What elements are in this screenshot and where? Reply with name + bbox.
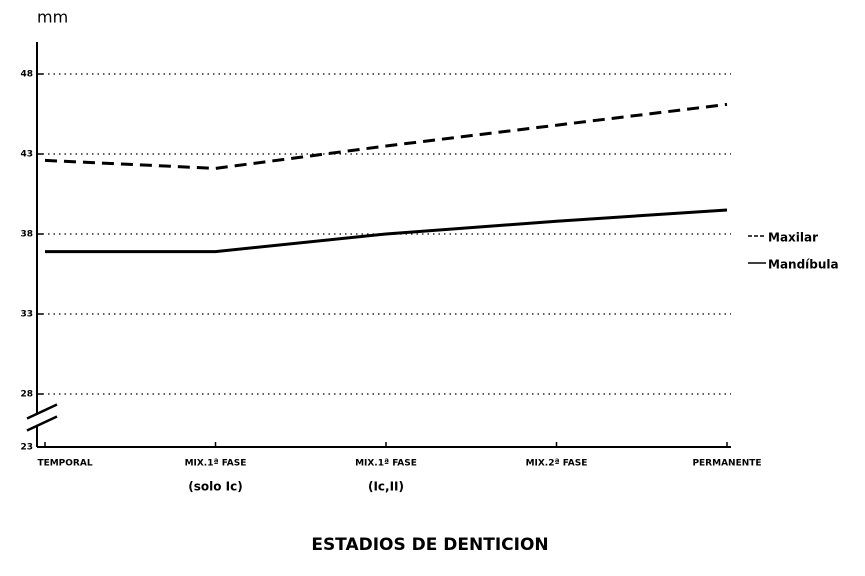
- axis-break-gap: [33, 414, 41, 427]
- axis-break: [26, 403, 58, 420]
- legend-label: Mandíbula: [768, 258, 839, 272]
- x-tick-label: MIX.1ª FASE: [185, 459, 247, 469]
- series-line: [44, 102, 728, 170]
- y-tick-label: 23: [20, 443, 33, 453]
- x-axis-title: ESTADIOS DE DENTICION: [311, 535, 548, 555]
- y-tick-label: 43: [20, 150, 33, 160]
- series-line: [45, 208, 728, 254]
- x-tick-label: PERMANENTE: [692, 459, 761, 469]
- legend-label: Maxilar: [768, 231, 818, 245]
- y-tick-label: 28: [20, 390, 33, 400]
- y-unit: mm: [37, 8, 68, 27]
- y-tick-label: 38: [20, 230, 33, 240]
- y-tick-label: 33: [20, 310, 33, 320]
- x-tick-label: MIX.1ª FASE: [355, 459, 417, 469]
- x-tick-label: TEMPORAL: [37, 459, 92, 469]
- x-tick-sublabel: (Ic,II): [368, 480, 404, 494]
- y-tick-label: 48: [20, 70, 33, 80]
- x-tick-label: MIX.2ª FASE: [526, 459, 588, 469]
- axis-break: [26, 415, 58, 432]
- x-tick-sublabel: (solo Ic): [188, 480, 242, 494]
